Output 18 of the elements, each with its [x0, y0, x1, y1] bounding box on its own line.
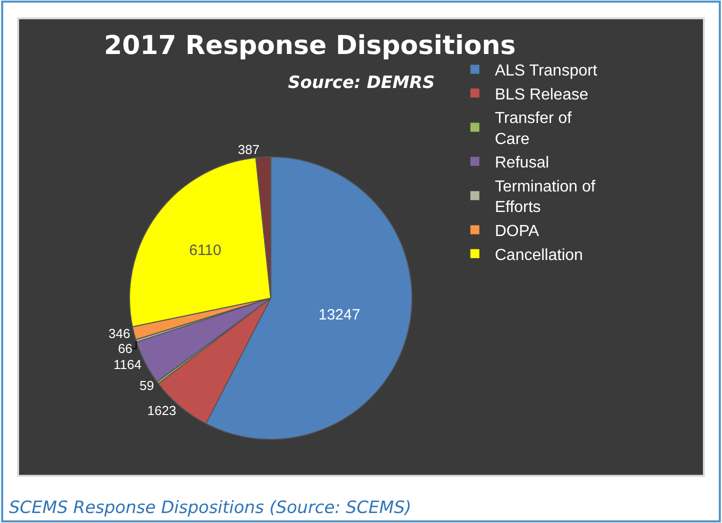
text: SCEMS Response Dispositions (Source: SCEMS) — [9, 498, 412, 518]
legend-label: Refusal — [494, 154, 550, 172]
legend-label: Termination of Efforts — [494, 178, 596, 216]
data-label: 346 — [108, 326, 130, 342]
legend-label: Cancellation — [494, 246, 583, 264]
text: Source: DEMRS — [288, 73, 435, 93]
legend-label: Transfer of Care — [494, 110, 572, 148]
legend-label: ALS Transport — [494, 62, 598, 80]
data-label: 13247 — [318, 306, 360, 324]
data-label: 59 — [139, 378, 154, 393]
data-label: 1623 — [147, 403, 176, 418]
data-label: 6110 — [189, 242, 222, 259]
data-label: 387 — [238, 142, 260, 158]
chart-title: 2017 Response Dispositions — [104, 31, 516, 61]
data-label: 66 — [118, 341, 132, 356]
legend-label: BLS Release — [494, 86, 588, 104]
data-label: 1164 — [113, 356, 142, 372]
legend-label: DOPA — [494, 223, 540, 240]
